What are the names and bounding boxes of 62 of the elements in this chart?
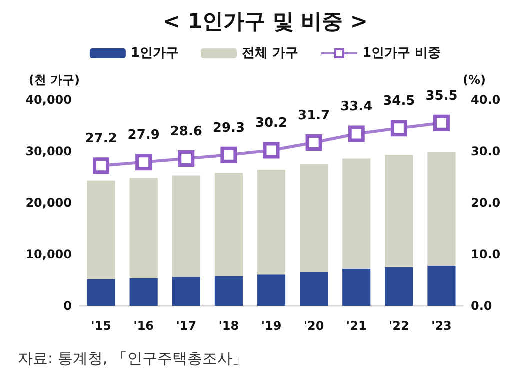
legend-label: 1인가구 bbox=[130, 46, 179, 61]
bar bbox=[214, 276, 243, 306]
y-axis-title: (천 가구) bbox=[28, 73, 80, 87]
point bbox=[178, 150, 195, 167]
data-label: 31.7 bbox=[298, 108, 330, 124]
point bbox=[136, 154, 152, 171]
legend-label: 전체 가구 bbox=[242, 46, 299, 61]
data-label: 27.9 bbox=[128, 128, 160, 144]
y2-axis-title: (%) bbox=[463, 73, 486, 87]
bar bbox=[130, 278, 158, 306]
data-label: 35.5 bbox=[426, 88, 458, 104]
bar bbox=[257, 274, 286, 306]
x-tick-label: '21 bbox=[346, 319, 367, 333]
bar bbox=[87, 180, 116, 280]
bar bbox=[130, 178, 158, 278]
data-label: 34.5 bbox=[383, 94, 416, 110]
y-tick-label: 0 bbox=[64, 299, 72, 313]
bar bbox=[342, 268, 371, 306]
point bbox=[306, 134, 322, 151]
y2-tick-label: 0.0 bbox=[471, 299, 492, 313]
legend-label: 1인가구 비중 bbox=[362, 46, 442, 61]
x-tick-label: '20 bbox=[304, 319, 324, 333]
chart-title: < 1인가구 및 비중 > bbox=[162, 10, 368, 34]
point bbox=[348, 126, 365, 142]
y2-tick-label: 20.0 bbox=[471, 196, 501, 210]
data-label: 30.2 bbox=[255, 116, 288, 132]
bar bbox=[300, 272, 328, 306]
bar bbox=[428, 152, 456, 266]
bar bbox=[257, 170, 286, 275]
bar bbox=[385, 155, 414, 268]
x-tick-label: '17 bbox=[176, 319, 197, 333]
y-tick-label: 20,000 bbox=[26, 196, 72, 210]
point bbox=[263, 142, 280, 159]
text: 자료: 통계청, 「인구주택총조사」 bbox=[18, 350, 248, 368]
bar bbox=[428, 266, 456, 306]
x-tick-label: '16 bbox=[134, 319, 154, 333]
x-tick-label: '22 bbox=[388, 319, 410, 333]
y2-tick-label: 30.0 bbox=[471, 144, 501, 158]
bar bbox=[385, 267, 414, 306]
x-tick-label: '15 bbox=[91, 319, 112, 333]
bar bbox=[87, 279, 116, 306]
y2-tick-label: 10.0 bbox=[471, 248, 501, 262]
bar bbox=[214, 173, 243, 276]
data-label: 27.2 bbox=[85, 132, 118, 147]
x-tick-label: '19 bbox=[261, 319, 282, 333]
x-tick-label: '23 bbox=[432, 319, 452, 333]
bar bbox=[300, 164, 328, 272]
data-label: 29.3 bbox=[212, 120, 245, 136]
bar bbox=[172, 176, 200, 278]
y2-tick-label: 40.0 bbox=[471, 93, 501, 107]
data-label: 28.6 bbox=[170, 124, 202, 140]
data-label: 33.4 bbox=[340, 100, 373, 115]
point bbox=[390, 120, 408, 137]
point bbox=[433, 114, 450, 132]
bar bbox=[342, 158, 371, 269]
point bbox=[220, 146, 238, 164]
x-tick-label: '18 bbox=[218, 319, 240, 333]
point bbox=[93, 158, 110, 174]
y-tick-label: 40,000 bbox=[26, 93, 72, 107]
bar bbox=[172, 277, 200, 306]
y-tick-label: 10,000 bbox=[26, 248, 72, 262]
y-tick-label: 30,000 bbox=[26, 144, 72, 158]
